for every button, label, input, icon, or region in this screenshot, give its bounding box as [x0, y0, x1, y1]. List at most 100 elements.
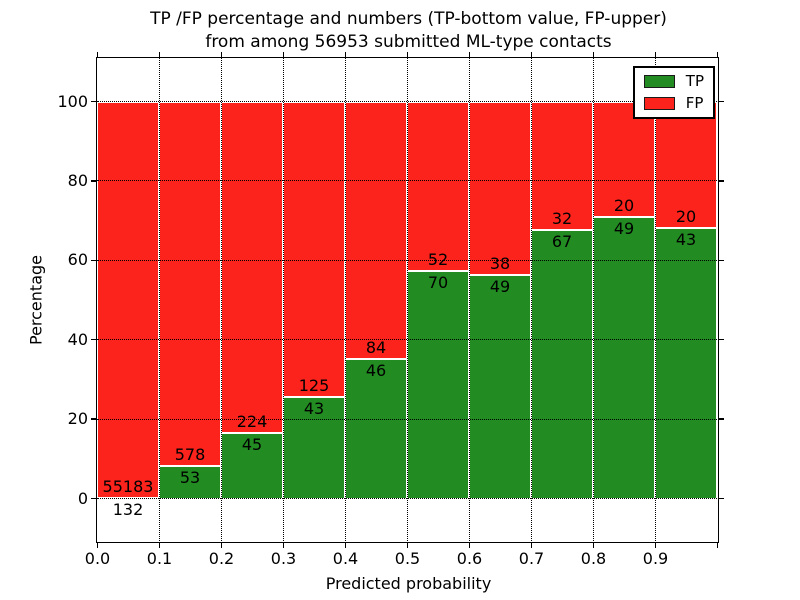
x-tick	[406, 543, 409, 548]
legend-item-fp: FP	[643, 94, 704, 112]
x-tick	[592, 543, 595, 548]
fp-bar-segment	[283, 102, 345, 398]
x-tick	[716, 52, 719, 57]
fp-count-label: 32	[551, 209, 573, 229]
tp-count-label: 43	[675, 230, 697, 250]
fp-legend-swatch	[643, 97, 675, 110]
x-tick	[220, 543, 223, 548]
tp-count-label: 46	[365, 360, 387, 380]
x-tick	[716, 543, 719, 548]
fp-count-label: 38	[489, 254, 511, 274]
tp-bar-segment	[531, 230, 593, 499]
fp-bar-segment	[159, 102, 221, 466]
y-tick-label: 0	[77, 488, 88, 508]
tp-count-label: 49	[613, 219, 635, 239]
y-tick-label: 80	[67, 170, 88, 190]
x-tick	[530, 543, 533, 548]
tp-bar-segment	[283, 397, 345, 499]
fp-legend-label: FP	[685, 94, 704, 112]
legend-item-tp: TP	[643, 72, 704, 90]
x-axis-label: Predicted probability	[325, 574, 492, 593]
tp-count-label: 49	[489, 277, 511, 297]
tp-count-label: 45	[241, 434, 263, 454]
tp-legend-label: TP	[685, 72, 704, 90]
y-tick	[91, 259, 96, 262]
fp-bar-segment	[345, 102, 407, 359]
x-tick	[96, 52, 99, 57]
fp-count-label: 55183	[102, 477, 154, 497]
chart-title-line1: TP /FP percentage and numbers (TP-bottom…	[150, 9, 667, 29]
fp-bar-segment	[655, 102, 717, 229]
v-gridline	[531, 58, 532, 541]
y-tick	[91, 100, 96, 103]
v-gridline	[283, 58, 284, 541]
y-tick-label: 60	[67, 250, 88, 270]
plot-area: TP FP 55183 132 578 53 224 45 125 43 84 46 52 70 38 4…	[96, 57, 719, 543]
y-tick	[719, 259, 724, 262]
legend: TP FP	[632, 66, 715, 119]
x-tick	[654, 543, 657, 548]
fp-count-label: 20	[613, 196, 635, 216]
tp-count-label: 67	[551, 232, 573, 252]
x-tick	[158, 543, 161, 548]
y-tick	[719, 338, 724, 341]
v-gridline	[345, 58, 346, 541]
x-tick	[158, 52, 161, 57]
x-tick-label: 0.1	[146, 549, 173, 568]
x-tick-label: 0.6	[456, 549, 483, 568]
tp-count-label: 70	[427, 273, 449, 293]
y-tick	[719, 100, 724, 103]
x-tick-label: 0.3	[270, 549, 297, 568]
v-gridline	[593, 58, 594, 541]
y-tick-label: 40	[67, 329, 88, 349]
x-tick	[530, 52, 533, 57]
x-tick	[344, 543, 347, 548]
x-tick-label: 0.7	[518, 549, 545, 568]
v-gridline	[159, 58, 160, 541]
x-tick-label: 0.2	[208, 549, 235, 568]
x-tick	[592, 52, 595, 57]
x-tick-label: 0.4	[332, 549, 359, 568]
y-tick	[91, 497, 96, 500]
fp-bar-segment	[593, 102, 655, 218]
x-tick	[220, 52, 223, 57]
fp-bar-segment	[97, 102, 159, 499]
x-tick	[406, 52, 409, 57]
x-tick	[468, 52, 471, 57]
x-tick	[468, 543, 471, 548]
x-tick-label: 0.0	[84, 549, 111, 568]
x-tick	[96, 543, 99, 548]
fp-count-label: 578	[174, 444, 206, 464]
v-gridline	[407, 58, 408, 541]
fp-bar-segment	[407, 102, 469, 272]
tp-bar-segment	[345, 358, 407, 499]
y-tick	[91, 180, 96, 182]
tp-count-label: 132	[112, 500, 144, 520]
chart-title-line2: from among 56953 submitted ML-type conta…	[205, 32, 612, 53]
fp-count-label: 125	[298, 376, 330, 396]
fp-bar-segment	[221, 102, 283, 433]
tp-count-label: 53	[179, 467, 201, 487]
y-tick-label: 20	[67, 409, 88, 429]
v-gridline	[655, 58, 656, 541]
y-tick-label: 100	[57, 91, 88, 111]
tp-bar-segment	[469, 275, 531, 499]
tp-bar-segment	[593, 217, 655, 499]
y-tick	[719, 418, 724, 420]
fp-count-label: 224	[236, 411, 268, 431]
tp-legend-swatch	[643, 75, 675, 88]
y-tick	[719, 497, 724, 500]
y-tick	[91, 338, 96, 341]
x-tick-label: 0.8	[580, 549, 607, 568]
fp-count-label: 20	[675, 207, 697, 227]
y-tick	[719, 180, 724, 182]
tp-bar-segment	[655, 228, 717, 499]
fp-count-label: 52	[427, 250, 449, 270]
tp-count-label: 43	[303, 399, 325, 419]
v-gridline	[469, 58, 470, 541]
fp-bar-segment	[469, 102, 531, 276]
tp-bar-segment	[407, 271, 469, 499]
x-tick	[654, 52, 657, 57]
x-tick	[282, 52, 285, 57]
